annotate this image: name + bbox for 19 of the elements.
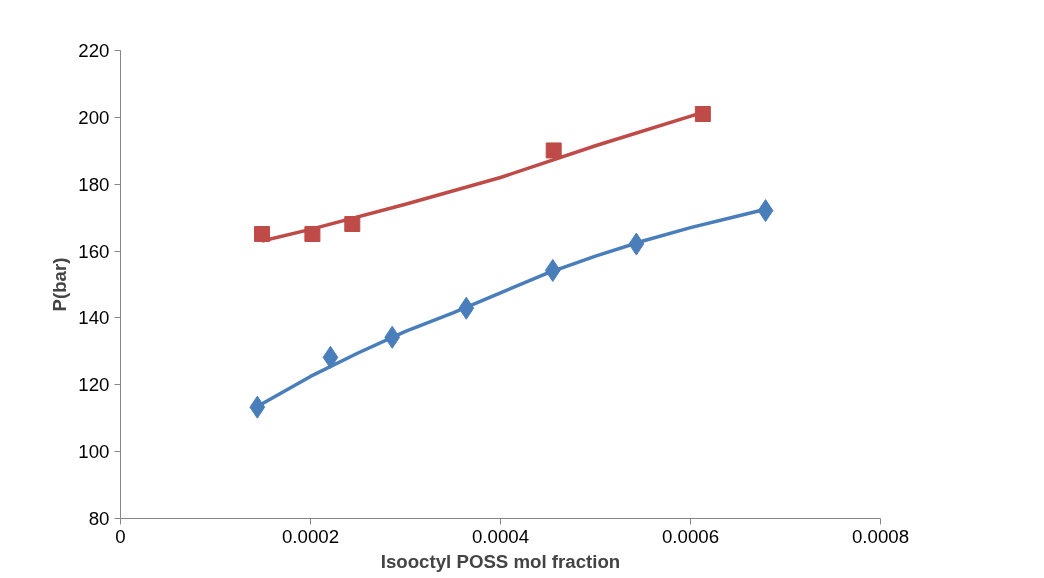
x-tick-label: 0.0006 xyxy=(661,525,720,547)
x-axis-title: Isooctyl POSS mol fraction xyxy=(380,550,621,572)
point xyxy=(322,345,339,369)
y-tick-label: 180 xyxy=(78,173,110,195)
y-tick-label: 200 xyxy=(78,106,110,128)
point xyxy=(757,199,774,223)
x-tick-label: 0 xyxy=(115,525,126,547)
x-tick-label: 0.0008 xyxy=(851,525,910,547)
y-tick-label: 140 xyxy=(78,307,110,329)
x-tick-label: 0.0004 xyxy=(471,525,530,547)
y-tick-label: 80 xyxy=(88,508,110,529)
point xyxy=(545,142,562,159)
y-tick-label: 160 xyxy=(78,240,110,262)
point xyxy=(249,395,266,419)
x-tick-label: 0.0002 xyxy=(281,525,340,547)
y-tick-label: 120 xyxy=(78,374,110,396)
y-axis-title: P(bar) xyxy=(49,257,71,312)
y-tick-label: 100 xyxy=(78,441,110,463)
y-tick-label: 220 xyxy=(78,40,110,61)
